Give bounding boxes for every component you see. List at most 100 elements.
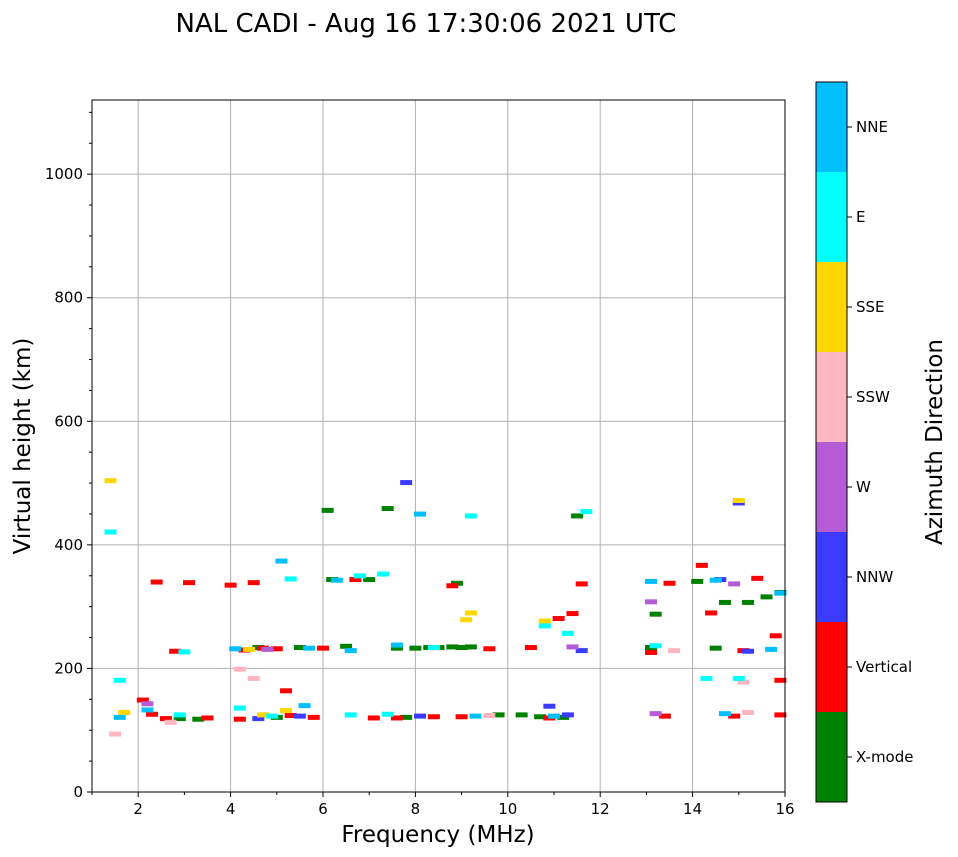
echo-point-vertical <box>146 711 159 717</box>
colorbar: X-mode Vertical NNW W SSW SSE E NNE <box>815 81 913 803</box>
y-tick-label: 800 <box>54 289 83 307</box>
echo-point-x-mode <box>492 712 505 718</box>
echo-point-nne <box>718 711 731 717</box>
colorbar-segment <box>816 622 847 712</box>
colorbar-frame <box>815 81 848 803</box>
echo-point-x-mode <box>464 644 477 650</box>
echo-point-vertical <box>169 648 182 654</box>
echo-point-vertical <box>390 715 403 721</box>
echo-point-nne <box>774 590 787 596</box>
echo-point-w <box>566 644 579 650</box>
echo-point-e <box>178 649 191 655</box>
echo-point-vertical <box>705 610 718 616</box>
y-axis: 0 200 400 600 800 1000 <box>45 111 92 801</box>
echo-point-x-mode <box>390 645 403 651</box>
echo-point-ssw <box>109 731 122 737</box>
echo-point-w <box>649 711 662 717</box>
echo-point-vertical <box>575 581 588 587</box>
echo-point-sse <box>104 478 117 484</box>
echo-point-vertical <box>663 580 676 586</box>
x-tick-label: 14 <box>683 800 702 818</box>
echo-point-e <box>377 571 390 577</box>
colorbar-tick-label: SSW <box>856 388 890 406</box>
colorbar-tick-label: NNW <box>856 568 893 586</box>
colorbar-tick-label: Vertical <box>856 658 912 676</box>
echo-point-vertical <box>774 712 787 718</box>
echo-point-x-mode <box>515 712 528 718</box>
colorbar-label: Azimuth Direction <box>922 339 948 545</box>
echo-point-vertical <box>150 579 163 585</box>
echo-point-vertical <box>136 697 149 703</box>
echo-point-vertical <box>566 611 579 617</box>
echo-point-vertical <box>552 616 565 621</box>
colorbar-tick-label: W <box>856 478 871 496</box>
echo-point-vertical <box>645 649 658 655</box>
x-tick-label: 12 <box>591 800 610 818</box>
echo-point-e <box>284 576 297 582</box>
echo-point-nne <box>275 558 288 564</box>
echo-point-nne <box>645 578 658 584</box>
y-axis-label: Virtual height (km) <box>10 338 36 555</box>
echo-point-x-mode <box>321 507 334 513</box>
echo-point-w <box>645 599 658 605</box>
echo-point-vertical <box>284 713 297 719</box>
echo-point-vertical <box>658 713 671 719</box>
echo-point-vertical <box>201 715 214 721</box>
colorbar-segment <box>816 532 847 622</box>
echo-point-nnw <box>400 480 413 486</box>
echo-point-w <box>141 701 154 707</box>
echo-point-x-mode <box>446 644 459 650</box>
x-tick-label: 2 <box>133 800 143 818</box>
echo-point-vertical <box>159 716 172 722</box>
plot-frame <box>91 99 786 793</box>
echo-point-x-mode <box>192 716 205 722</box>
echo-point-sse <box>256 712 269 718</box>
echo-point-nnw <box>742 648 755 654</box>
echo-point-x-mode <box>709 645 722 651</box>
echo-point-nne <box>330 577 343 583</box>
chart-title: NAL CADI - Aug 16 17:30:06 2021 UTC <box>176 9 677 39</box>
x-tick-label: 8 <box>411 800 421 818</box>
echo-point-nne <box>298 703 311 709</box>
echo-point-vertical <box>751 575 764 581</box>
echo-point-x-mode <box>381 506 394 512</box>
echo-point-ssw <box>668 648 681 654</box>
echo-point-vertical <box>483 646 496 652</box>
echo-point-vertical <box>270 646 283 652</box>
echo-point-nne <box>303 645 316 651</box>
echo-point-vertical <box>247 580 260 586</box>
colorbar-tick-label: NNE <box>856 118 888 136</box>
y-tick-label: 1000 <box>45 165 83 183</box>
echo-point-x-mode <box>571 513 584 519</box>
echo-point-e <box>344 712 357 718</box>
echo-point-nne <box>229 646 242 652</box>
echo-point-e <box>104 529 117 535</box>
echo-point-e <box>266 713 279 719</box>
echo-point-sse <box>460 617 473 623</box>
colorbar-segment <box>816 442 847 532</box>
echo-point-vertical <box>455 714 468 720</box>
echo-point-vertical <box>524 645 537 651</box>
echo-point-e <box>561 630 574 636</box>
echo-point-vertical <box>774 677 787 683</box>
echo-point-sse <box>538 618 551 624</box>
echo-point-vertical <box>224 582 237 588</box>
y-tick-label: 400 <box>54 536 83 554</box>
echo-point-x-mode <box>718 599 731 605</box>
echo-point-e <box>580 509 593 515</box>
echo-point-ssw <box>247 675 260 681</box>
echo-point-x-mode <box>363 577 376 583</box>
echo-point-x-mode <box>340 643 353 649</box>
echo-point-x-mode <box>400 714 413 720</box>
y-tick-label: 200 <box>54 659 83 677</box>
echo-point-w <box>728 581 741 587</box>
echo-point-e <box>732 675 745 681</box>
echo-point-nne <box>709 577 722 583</box>
echo-point-vertical <box>317 645 329 651</box>
echo-point-e <box>113 677 126 683</box>
echo-point-nne <box>141 707 154 713</box>
echo-point-vertical <box>183 580 196 586</box>
echo-point-nnw <box>293 713 306 719</box>
echo-point-x-mode <box>293 645 306 651</box>
